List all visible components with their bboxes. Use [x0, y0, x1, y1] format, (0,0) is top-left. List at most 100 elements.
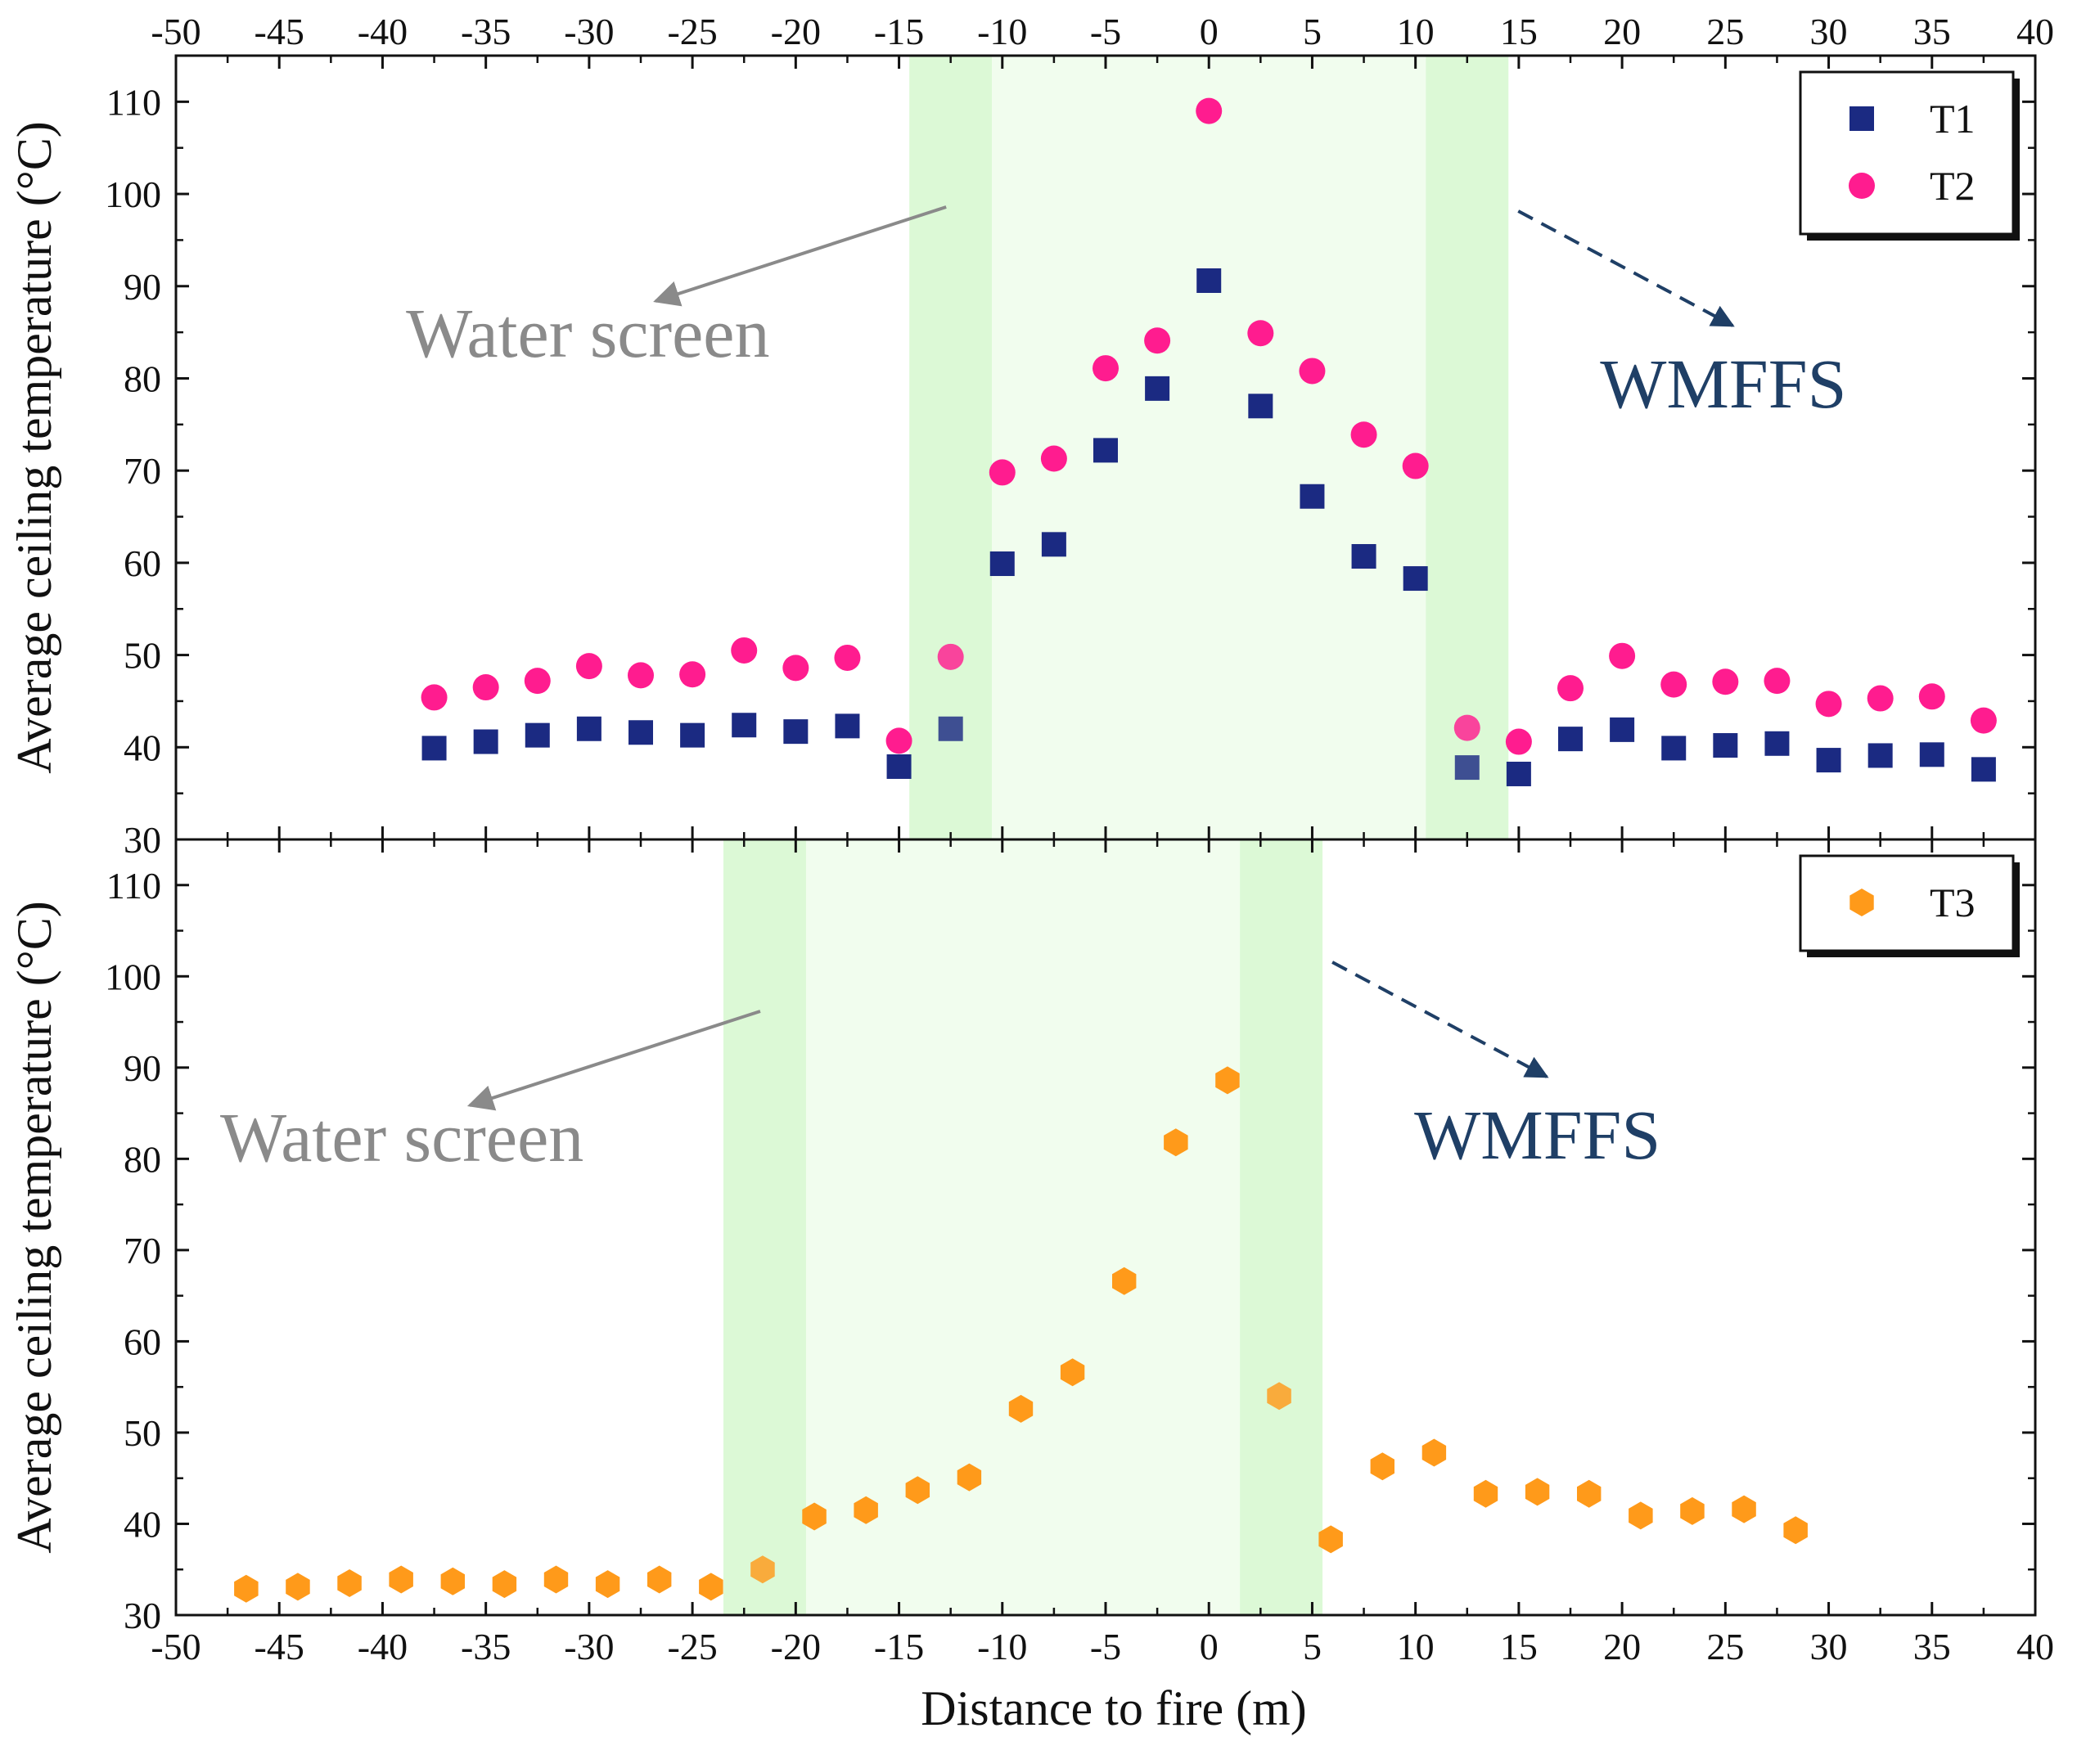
bottom-panel-xtick-label: -10 [977, 1626, 1027, 1667]
top-panel-t1-point [1351, 543, 1376, 569]
bottom-panel-xtick-label: -15 [874, 1626, 924, 1667]
bottom-panel-t3-point [1215, 1066, 1240, 1095]
top-panel-xtick-label-top: -40 [358, 11, 408, 52]
top-panel-t2-point [1196, 97, 1223, 124]
top-panel-t1-point [1454, 755, 1480, 781]
top-panel-t1-point [989, 551, 1015, 577]
top-panel-ytick-label: 30 [124, 819, 161, 861]
bottom-panel-legend-label-t3: T3 [1930, 880, 1976, 925]
bottom-panel-t3-point [234, 1574, 259, 1603]
top-panel-t1-point [1196, 268, 1222, 294]
top-panel-wmffs-label: WMFFS [1600, 344, 1846, 423]
top-panel-legend-label-t2: T2 [1930, 163, 1976, 209]
top-panel-xtick-label-top: -20 [771, 11, 821, 52]
bottom-panel-t3-point [1577, 1479, 1602, 1508]
top-panel-legend-label-t1: T1 [1930, 96, 1976, 142]
bottom-panel-t3-point [1473, 1479, 1498, 1508]
top-panel-t2-point [421, 684, 448, 711]
bottom-panel-y-axis-title: Average ceiling temperature (°C) [7, 901, 61, 1554]
bottom-panel-t3-point [1008, 1394, 1034, 1423]
top-panel-ytick-label: 50 [124, 635, 161, 677]
bottom-panel-xtick-label: 15 [1500, 1626, 1538, 1667]
bottom-panel-t3-point [1525, 1478, 1550, 1506]
bottom-panel-t3-point [1370, 1452, 1394, 1481]
top-panel-xtick-label-top: 30 [1810, 11, 1848, 52]
bottom-panel-t3-point [802, 1502, 827, 1531]
top-panel-xtick-label-top: -15 [874, 11, 924, 52]
bottom-panel-water-screen-arrow [466, 1010, 761, 1111]
top-panel-water-screen-arrow [653, 205, 947, 307]
bottom-panel-t3-point [957, 1463, 982, 1492]
top-panel-t1-point [1145, 376, 1170, 401]
top-panel-t2-point [1609, 642, 1636, 669]
bottom-panel-ytick-label: 100 [105, 956, 161, 997]
bottom-panel-ytick-label: 90 [124, 1047, 161, 1089]
top-panel-t1-point [1971, 757, 1996, 782]
top-panel-t2-point [885, 727, 912, 754]
bottom-panel-wmffs-label: WMFFS [1414, 1096, 1660, 1174]
top-panel-ytick-label: 70 [124, 450, 161, 492]
top-panel-t2-point [1867, 685, 1894, 712]
bottom-panel-xtick-label: 35 [1913, 1626, 1951, 1667]
bottom-panel-t3-point [492, 1570, 517, 1599]
top-panel-xtick-label-top: 20 [1603, 11, 1641, 52]
top-panel-t1-point [732, 713, 757, 738]
top-panel-xtick-label-top: -10 [977, 11, 1027, 52]
top-panel-t2-point [1144, 327, 1171, 354]
top-panel-t2-point [1093, 355, 1119, 382]
top-panel-t2-point [628, 662, 654, 689]
top-panel-t2-point [989, 459, 1016, 486]
top-panel-t2-point [834, 644, 861, 671]
top-panel-t1-point [473, 729, 498, 754]
top-panel-t1-point [1403, 566, 1428, 592]
bottom-panel-xtick-label: -25 [667, 1626, 717, 1667]
bottom-panel-t3-point [1680, 1496, 1705, 1525]
top-panel-legend-marker-t2 [1849, 173, 1875, 199]
top-panel-t1-point [1506, 761, 1531, 786]
top-panel-t2-point [1299, 358, 1326, 385]
bottom-panel-xtick-label: -45 [255, 1626, 304, 1667]
top-panel-xtick-label-top: -5 [1090, 11, 1121, 52]
top-panel-t2-point [472, 674, 499, 701]
bottom-panel-t3-point [1318, 1525, 1343, 1554]
top-panel-t1-point [783, 719, 809, 745]
bottom-panel-xtick-label: -5 [1090, 1626, 1121, 1667]
top-panel-t2-point [1712, 668, 1739, 695]
bottom-panel-shade-wmffs [1240, 839, 1323, 1615]
bottom-panel-xtick-label: -35 [461, 1626, 511, 1667]
top-panel-t1-point [629, 720, 653, 745]
top-panel-t1-point [835, 713, 860, 739]
top-panel-t2-point [1815, 691, 1842, 718]
top-panel-xtick-label-top: -35 [461, 11, 511, 52]
top-panel-t2-point [1453, 714, 1480, 741]
top-panel-t2-point [1247, 320, 1274, 347]
bottom-panel-t3-point [905, 1476, 930, 1505]
bottom-panel-x-axis-title: Distance to fire (m) [921, 1681, 1306, 1735]
top-panel-wmffs-arrow [1517, 209, 1735, 327]
top-panel-t2-point [1764, 668, 1791, 695]
top-panel-shade-zone [992, 56, 1426, 839]
bottom-panel-t3-point [750, 1555, 775, 1584]
top-panel-xtick-label-top: 0 [1200, 11, 1219, 52]
top-panel-t2-point [1970, 707, 1997, 734]
bottom-panel-legend-box [1799, 854, 2015, 952]
top-panel-t1-point [1558, 727, 1583, 752]
bottom-panel-wmffs-arrow [1331, 961, 1549, 1078]
top-panel-shade-wmffs [1426, 56, 1509, 839]
top-panel-legend-marker-t1 [1849, 106, 1874, 131]
top-panel-xtick-label-top: -25 [667, 11, 717, 52]
top-panel-ytick-label: 80 [124, 358, 161, 399]
bottom-panel-xtick-label: 30 [1810, 1626, 1848, 1667]
bottom-panel-xtick-label: 10 [1397, 1626, 1435, 1667]
top-panel-xtick-label-top: -45 [255, 11, 304, 52]
bottom-panel-xtick-label: -20 [771, 1626, 821, 1667]
top-panel-ytick-label: 60 [124, 542, 161, 584]
bottom-panel-xtick-label: 0 [1200, 1626, 1219, 1667]
bottom-panel-water-screen-label: Water screen [220, 1098, 583, 1177]
top-panel-t2-point [1040, 445, 1067, 472]
bottom-panel-ytick-label: 50 [124, 1412, 161, 1454]
bottom-panel-t3-point [1112, 1267, 1137, 1295]
bottom-panel-t3-point [440, 1567, 465, 1595]
